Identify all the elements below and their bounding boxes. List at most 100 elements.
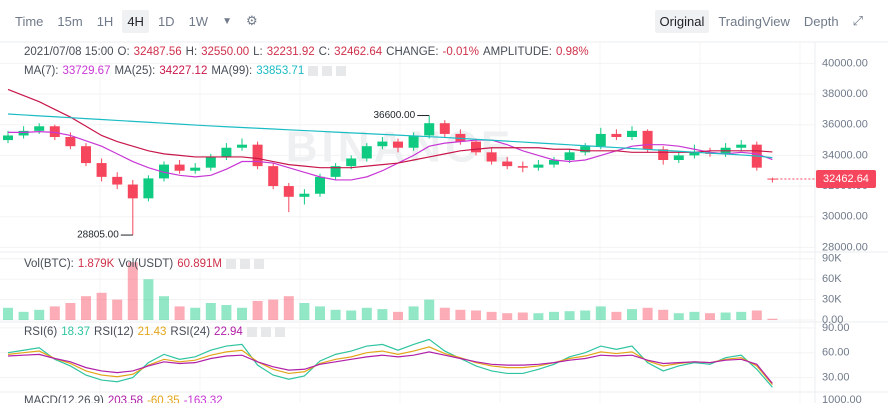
interval-button[interactable]: 1H (96, 13, 114, 29)
candle-body (315, 176, 325, 194)
volume-bar (580, 310, 591, 320)
interval-button[interactable]: 4H (122, 9, 149, 33)
candle-body (673, 155, 684, 160)
candle-body (549, 160, 559, 165)
high-label: 36600.00 (373, 110, 415, 121)
candle-body (736, 144, 747, 148)
legend-value: 60.891M (177, 258, 223, 270)
candle-body (190, 167, 201, 171)
interval-group: Time 15m 1H 4H 1D 1W (6, 9, 213, 33)
volume-bar (3, 307, 13, 320)
interval-button[interactable]: 15m (57, 13, 83, 29)
field-value: 32487.56 (133, 46, 182, 58)
settings-icon[interactable]: ⚙ (245, 13, 258, 28)
last-price-label: 32462.64 (823, 173, 869, 185)
y-tick-label: 34000.00 (822, 149, 868, 161)
legend-value: 18.37 (61, 326, 91, 338)
volume-bar (720, 312, 731, 320)
candle-body (642, 130, 653, 150)
legend-name: RSI(6) (24, 326, 58, 338)
y-tick-label: 60K (822, 273, 842, 285)
pane-icon[interactable] (336, 65, 347, 76)
interval-button[interactable]: 1W (188, 13, 209, 29)
volume-bar (221, 305, 232, 320)
legend-value: 21.43 (137, 326, 167, 338)
dropdown[interactable]: ▼ (222, 15, 232, 27)
pane-icon[interactable] (274, 326, 285, 337)
candle-body (205, 156, 216, 168)
volume-bar (486, 311, 497, 320)
fullscreen-icon[interactable]: ⤢ (852, 13, 863, 28)
legend-name: MA(99): (211, 65, 253, 77)
pane-icon[interactable] (308, 65, 319, 76)
ohlc-info: 2021/07/08 15:00 O: 32487.56 H: 32550.00 L: 32… (24, 46, 593, 58)
view-button[interactable]: Original (654, 9, 710, 33)
candle-body (65, 137, 76, 147)
candle-body (34, 126, 45, 131)
y-tick-label: 1000.00 (822, 394, 862, 403)
view-button[interactable]: TradingView (718, 13, 790, 29)
candle-body (611, 133, 622, 137)
field-value: -0.01% (442, 46, 479, 58)
y-tick-label: 60.00 (822, 347, 850, 359)
volume-bar (252, 300, 263, 320)
field-value: 32550.00 (201, 46, 250, 58)
volume-bar (627, 309, 637, 320)
interval-button[interactable]: 1D (157, 13, 175, 29)
indicator-line (7, 88, 773, 169)
candle-body (49, 126, 60, 137)
candle-body (689, 152, 700, 156)
candle-body (81, 146, 91, 164)
indicator-line (8, 131, 773, 181)
volume-bar (96, 292, 107, 320)
volume-bar (689, 311, 700, 320)
field-label: L: (253, 46, 263, 58)
volume-bar (377, 309, 388, 320)
candle-body (330, 166, 341, 177)
volume-bar (736, 311, 747, 320)
candle-body (127, 184, 138, 199)
volume-bar (471, 310, 481, 320)
volume-bar (174, 306, 185, 320)
rsi-info: RSI(6) 18.37 RSI(12) 21.43 RSI(24) 22.94 (24, 326, 289, 338)
y-tick-label: 40000.00 (822, 57, 868, 69)
volume-bar (611, 311, 622, 320)
volume-bar (393, 311, 403, 320)
candle-body (502, 161, 513, 167)
indicator-line (7, 113, 773, 159)
legend-value: 1.879K (77, 258, 115, 270)
candle-body (408, 135, 419, 148)
volume-bar (502, 313, 513, 320)
y-tick-label: 36000.00 (822, 119, 868, 131)
candle-body (486, 152, 497, 162)
volume-bar (112, 299, 123, 320)
pane-icon[interactable] (246, 326, 257, 337)
y-tick-label: 30.00 (822, 371, 850, 383)
volume-bar (673, 313, 684, 320)
volume-bar (642, 307, 653, 320)
volume-bar (159, 296, 169, 320)
candle-body (439, 123, 450, 134)
legend-name: Vol(USDT) (118, 258, 174, 270)
candle-body (658, 149, 669, 160)
pane-icon[interactable] (322, 65, 333, 76)
view-button[interactable]: Depth (803, 13, 839, 29)
field-label: AMPLITUDE: (482, 46, 552, 58)
pane-icon[interactable] (240, 258, 251, 269)
candle-body (455, 133, 466, 142)
pane-icon[interactable] (254, 258, 265, 269)
legend-name: Vol(BTC): (24, 258, 74, 270)
view-group: Original TradingView Depth (651, 9, 844, 33)
volume-bar (455, 309, 466, 320)
candle-body (299, 193, 310, 197)
volume-bar (346, 310, 357, 320)
candle-body (252, 144, 263, 167)
interval-button[interactable]: Time (15, 13, 44, 29)
legend-name: MA(25): (114, 65, 156, 77)
toolbar: Time 15m 1H 4H 1D 1W ▼ ⚙ Original TradingView D… (0, 0, 888, 42)
pane-icon[interactable] (260, 326, 271, 337)
pane-icon[interactable] (226, 258, 237, 269)
candle-body (361, 146, 372, 159)
volume-bar (408, 306, 419, 320)
